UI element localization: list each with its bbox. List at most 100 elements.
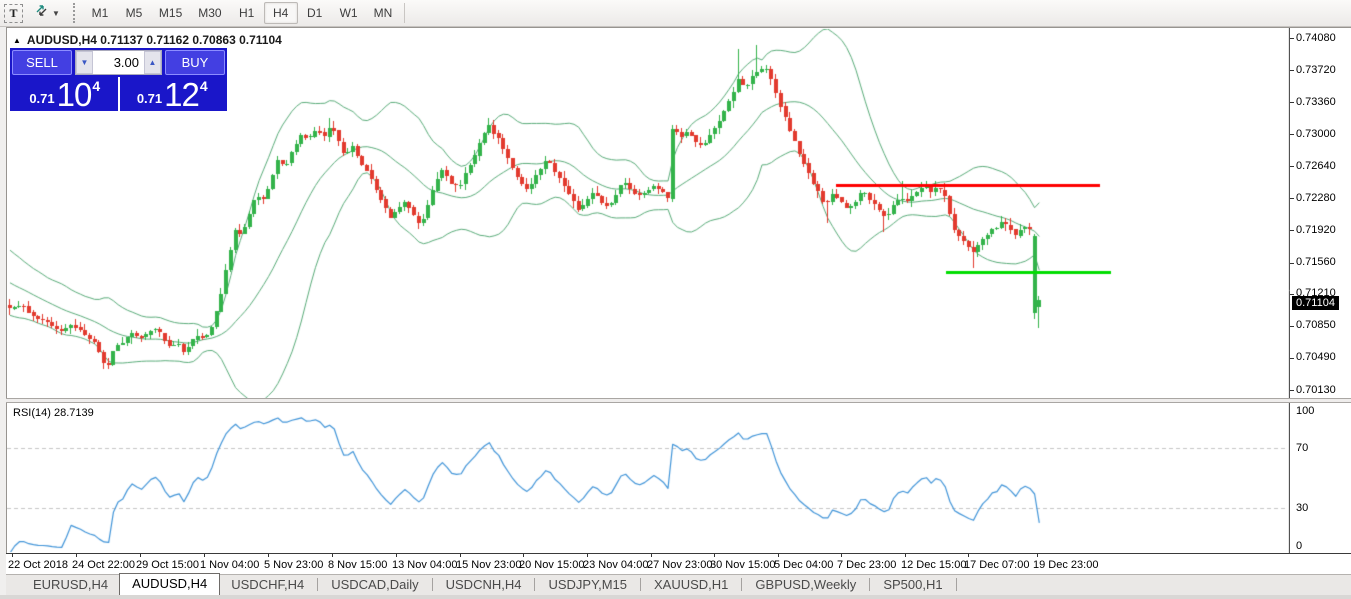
sell-price-big: 10 [56, 76, 93, 113]
sell-price-button[interactable]: 0.71 10 4 [12, 77, 120, 111]
price-tick [1290, 134, 1294, 135]
buy-button[interactable]: BUY [165, 50, 225, 75]
price-axis[interactable]: 0.74080 0.73720 0.73360 0.73000 0.72640 0.722… [1290, 28, 1351, 553]
time-tick [460, 554, 461, 557]
tab-gbpusd-weekly[interactable]: GBPUSD,Weekly [755, 577, 857, 592]
price-tick [1290, 70, 1294, 71]
time-tick [140, 554, 141, 557]
panel-splitter[interactable] [6, 398, 1351, 403]
time-axis-label: 12 Dec 15:00 [901, 559, 967, 571]
tab-sp500-h1[interactable]: SP500,H1 [883, 577, 943, 592]
tab-xauusd-h1[interactable]: XAUUSD,H1 [653, 577, 729, 592]
tab-usdcad-daily[interactable]: USDCAD,Daily [331, 577, 419, 592]
time-tick [523, 554, 524, 557]
time-axis-label: 23 Nov 04:00 [583, 559, 649, 571]
price-tick [1290, 326, 1294, 327]
timeframe-m5[interactable]: M5 [125, 6, 143, 20]
time-axis-label: 5 Dec 04:00 [774, 559, 834, 571]
one-click-trading-panel: SELL ▼ ▲ BUY 0.71 10 4 0.71 12 4 [10, 48, 227, 111]
tab-usdcnh-h4[interactable]: USDCNH,H4 [445, 577, 522, 592]
tab-separator [431, 578, 433, 591]
tab-usdchf-h4[interactable]: USDCHF,H4 [231, 577, 305, 592]
time-tick [905, 554, 906, 557]
time-axis-label: 17 Dec 07:00 [964, 559, 1030, 571]
price-tick [1290, 198, 1294, 199]
time-tick [204, 554, 205, 557]
volume-decrease-button[interactable]: ▼ [76, 51, 93, 74]
chart-tab-bar: EURUSD,H4 AUDUSD,H4 USDCHF,H4 USDCAD,Daily U… [6, 573, 1351, 595]
time-axis[interactable]: 22 Oct 2018 24 Oct 22:00 29 Oct 15:00 1 Nov… [6, 553, 1351, 574]
tab-separator [534, 578, 536, 591]
price-axis-label: 0.74080 [1296, 32, 1336, 44]
price-tick [1290, 230, 1294, 231]
timeframe-mn[interactable]: MN [373, 6, 393, 20]
time-axis-label: 7 Dec 23:00 [837, 559, 897, 571]
volume-input[interactable] [93, 51, 144, 74]
price-axis-label: 0.70850 [1296, 319, 1336, 331]
time-axis-label: 30 Nov 15:00 [710, 559, 776, 571]
rsi-indicator-label: RSI(14) 28.7139 [13, 407, 94, 419]
price-tick [1290, 390, 1294, 391]
timeframe-m1[interactable]: M1 [91, 6, 109, 20]
time-axis-label: 27 Nov 23:00 [647, 559, 713, 571]
price-axis-label: 0.70490 [1296, 351, 1336, 363]
volume-stepper: ▼ ▲ [75, 50, 162, 75]
time-axis-label: 1 Nov 04:00 [200, 559, 260, 571]
time-axis-label: 29 Oct 15:00 [136, 559, 199, 571]
timeframe-h1[interactable]: H1 [238, 6, 255, 20]
time-tick [12, 554, 13, 557]
timeframe-m30[interactable]: M30 [198, 6, 222, 20]
tab-audusd-h4[interactable]: AUDUSD,H4 [119, 573, 221, 595]
tab-separator [639, 578, 641, 591]
tab-eurusd-h4[interactable]: EURUSD,H4 [33, 577, 109, 592]
time-tick [778, 554, 779, 557]
price-axis-label: 0.73000 [1296, 128, 1336, 140]
price-axis-label: 0.72280 [1296, 192, 1336, 204]
arrow-objects-button[interactable]: ▼ [31, 1, 63, 25]
chart-title-text: AUDUSD,H4 0.71137 0.71162 0.70863 0.7110… [26, 33, 282, 47]
buy-price-button[interactable]: 0.71 12 4 [120, 77, 226, 111]
time-tick [268, 554, 269, 557]
text-tool-icon: T [9, 5, 18, 20]
rsi-axis-label: 0 [1296, 540, 1303, 552]
price-tick [1290, 38, 1294, 39]
current-price-badge: 0.71104 [1292, 296, 1339, 310]
rsi-axis-label: 70 [1296, 442, 1309, 454]
bottom-scroll-strip [0, 595, 1351, 599]
timeframe-h4[interactable]: H4 [263, 2, 298, 24]
time-axis-label: 15 Nov 23:00 [456, 559, 522, 571]
time-axis-label: 8 Nov 15:00 [328, 559, 388, 571]
toolbar-grip[interactable] [72, 3, 75, 23]
price-axis-label: 0.71560 [1296, 256, 1336, 268]
toolbar-divider [404, 3, 406, 23]
text-tool-button[interactable]: T [4, 3, 23, 23]
price-tick [1290, 294, 1294, 295]
price-axis-label: 0.73720 [1296, 64, 1336, 76]
timeframe-w1[interactable]: W1 [339, 6, 358, 20]
top-toolbar: T ▼ M1 M5 M15 M30 H1 H4 D1 W1 MN [0, 0, 1351, 27]
time-tick [968, 554, 969, 557]
buy-price-prefix: 0.71 [136, 91, 163, 106]
tab-separator [317, 578, 319, 591]
tab-usdjpy-m15[interactable]: USDJPY,M15 [548, 577, 627, 592]
time-tick [332, 554, 333, 557]
time-tick [76, 554, 77, 557]
chevron-down-icon: ▼ [52, 8, 60, 18]
time-tick [714, 554, 715, 557]
price-tick [1290, 166, 1294, 167]
price-tick [1290, 358, 1294, 359]
buy-price-big: 12 [164, 76, 200, 113]
time-tick [587, 554, 588, 557]
sell-button[interactable]: SELL [12, 50, 72, 75]
rsi-axis-label: 30 [1296, 502, 1309, 514]
tab-separator [869, 578, 871, 591]
volume-increase-button[interactable]: ▲ [144, 51, 161, 74]
timeframe-m15[interactable]: M15 [158, 6, 183, 20]
buy-price-pip: 4 [199, 78, 208, 94]
price-chart-canvas[interactable] [7, 28, 1290, 553]
collapse-triangle-icon[interactable]: ▲ [13, 35, 21, 45]
timeframe-d1[interactable]: D1 [306, 6, 323, 20]
time-tick [396, 554, 397, 557]
timeframe-group: M1 M5 M15 M30 H1 H4 D1 W1 MN [83, 2, 400, 24]
price-axis-label: 0.72640 [1296, 160, 1336, 172]
